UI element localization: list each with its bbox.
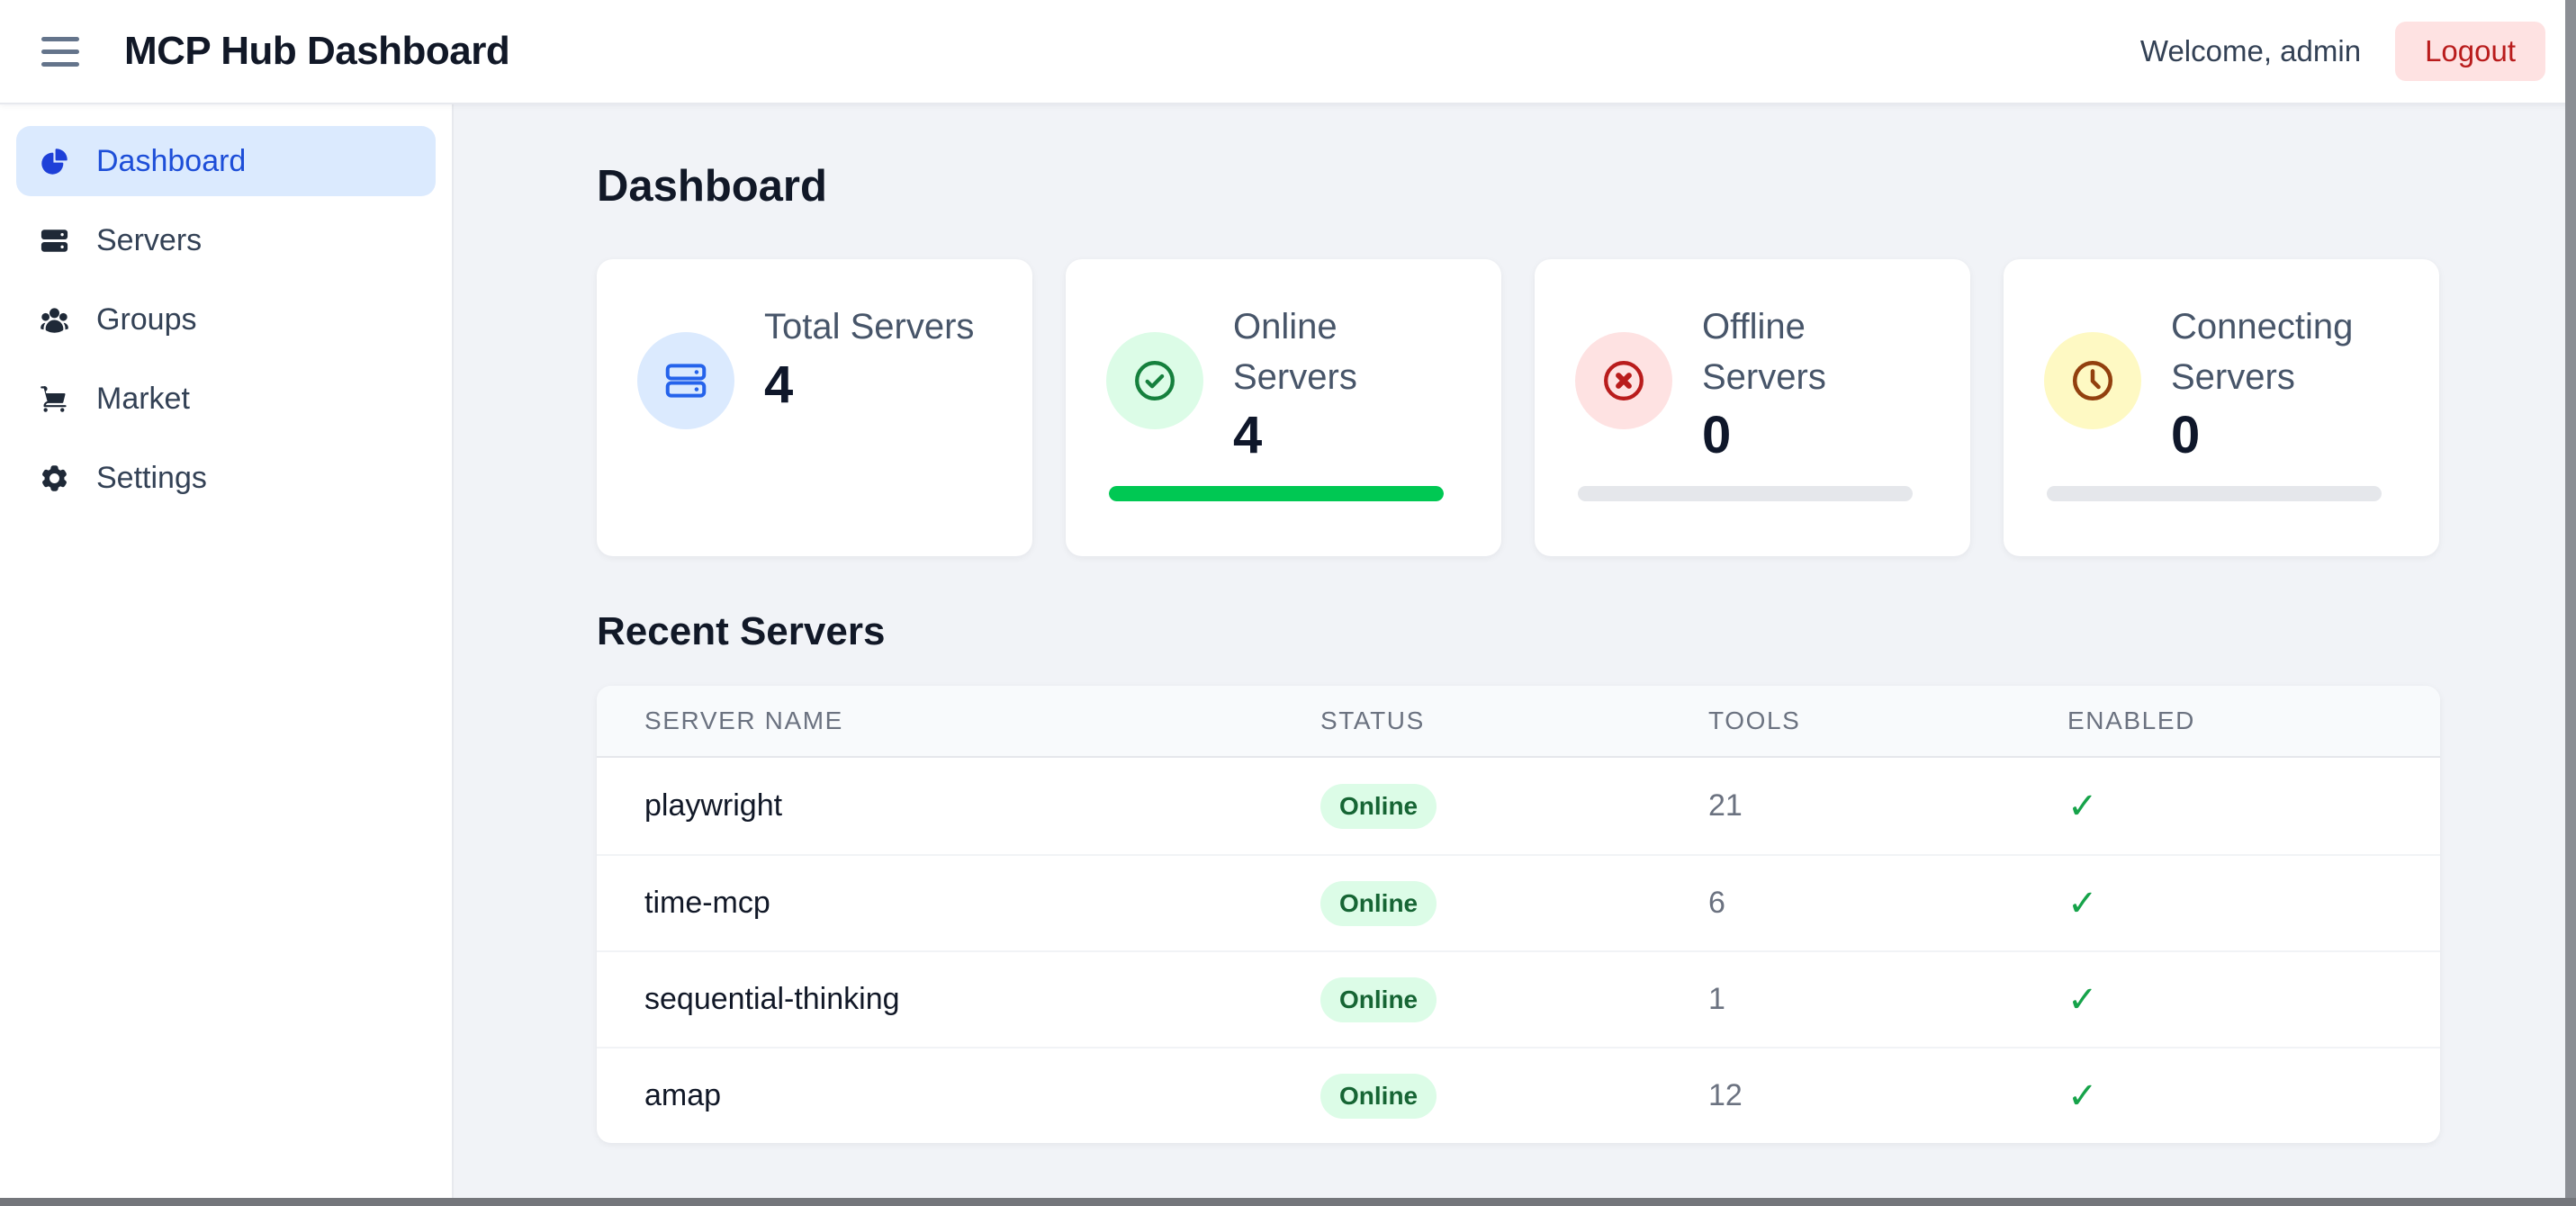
stat-icon-circle: [1106, 332, 1203, 429]
shopping-cart-icon: [41, 385, 67, 412]
server-stack-icon: [41, 229, 68, 252]
page-title: Dashboard: [597, 162, 827, 211]
column-header-status: STATUS: [1320, 706, 1425, 734]
stat-label: Online Servers: [1233, 307, 1357, 397]
table-row[interactable]: sequential-thinking Online 1 ✓: [597, 950, 2440, 1047]
enabled-check-icon: ✓: [2067, 786, 2098, 826]
tools-count: 6: [1708, 886, 1725, 920]
column-header-enabled: ENABLED: [2067, 706, 2195, 734]
stat-icon-circle: [2044, 332, 2141, 429]
table-row[interactable]: amap Online 12 ✓: [597, 1047, 2440, 1143]
enabled-check-icon: ✓: [2067, 979, 2098, 1020]
tools-count: 1: [1708, 982, 1725, 1016]
progress-bar: [1109, 486, 1444, 501]
stat-value: 4: [1233, 406, 1263, 464]
progress-bar: [2047, 486, 2382, 501]
status-badge: Online: [1320, 976, 1437, 1022]
topbar-right: Welcome, admin Logout: [2140, 22, 2545, 81]
app-title: MCP Hub Dashboard: [124, 29, 510, 73]
stat-icon-circle: [1575, 332, 1672, 429]
server-name: sequential-thinking: [644, 982, 900, 1016]
column-header-server-name: SERVER NAME: [644, 706, 843, 734]
window-bottom-edge: [0, 1198, 2576, 1206]
main-content: Dashboard Total Servers 4: [455, 104, 2565, 1198]
pie-chart-icon: [41, 148, 68, 175]
sidebar-item-settings[interactable]: Settings: [16, 443, 436, 513]
stat-value: 0: [2171, 406, 2201, 464]
stat-label: Connecting Servers: [2171, 307, 2354, 397]
stats-row: Total Servers 4 Online Servers 4: [597, 259, 2441, 556]
sidebar-item-label: Settings: [96, 460, 207, 495]
check-circle-icon: [1135, 361, 1175, 400]
status-badge: Online: [1320, 783, 1437, 829]
server-name: amap: [644, 1078, 722, 1112]
stat-card-connecting-servers: Connecting Servers 0: [2004, 259, 2439, 556]
sidebar-item-label: Market: [96, 381, 190, 416]
sidebar-item-label: Dashboard: [96, 143, 247, 178]
sidebar-item-servers[interactable]: Servers: [16, 205, 436, 275]
status-badge: Online: [1320, 880, 1437, 926]
stat-card-online-servers: Online Servers 4: [1066, 259, 1501, 556]
gear-icon: [42, 464, 67, 491]
sidebar: Dashboard Servers Groups Market Settings: [0, 104, 454, 1198]
sidebar-item-label: Groups: [96, 302, 197, 337]
status-badge: Online: [1320, 1073, 1437, 1119]
table-header: SERVER NAME STATUS TOOLS ENABLED: [597, 686, 2440, 758]
stat-label: Offline Servers: [1702, 307, 1826, 397]
stat-value: 4: [764, 356, 794, 414]
top-bar: MCP Hub Dashboard Welcome, admin Logout: [0, 0, 2576, 104]
x-circle-icon: [1604, 361, 1644, 400]
sidebar-item-market[interactable]: Market: [16, 364, 436, 434]
server-name: time-mcp: [644, 886, 770, 920]
tools-count: 21: [1708, 788, 1743, 823]
sidebar-item-groups[interactable]: Groups: [16, 284, 436, 355]
logout-button[interactable]: Logout: [2395, 22, 2545, 81]
sidebar-item-dashboard[interactable]: Dashboard: [16, 126, 436, 196]
sidebar-item-label: Servers: [96, 222, 203, 257]
clock-icon: [2072, 360, 2113, 401]
stat-value: 0: [1702, 406, 1732, 464]
stat-card-total-servers: Total Servers 4: [597, 259, 1032, 556]
enabled-check-icon: ✓: [2067, 1076, 2098, 1116]
stat-icon-circle: [637, 332, 734, 429]
table-row[interactable]: time-mcp Online 6 ✓: [597, 854, 2440, 950]
progress-bar: [1578, 486, 1913, 501]
server-name: playwright: [644, 788, 783, 823]
menu-icon[interactable]: [41, 36, 79, 67]
welcome-text: Welcome, admin: [2139, 34, 2362, 68]
table-row[interactable]: playwright Online 21 ✓: [597, 758, 2440, 854]
server-stack-icon: [665, 364, 707, 398]
enabled-check-icon: ✓: [2067, 883, 2098, 923]
column-header-tools: TOOLS: [1708, 706, 1801, 734]
section-title: Recent Servers: [597, 609, 886, 653]
stat-label: Total Servers: [764, 307, 975, 346]
stat-card-offline-servers: Offline Servers 0: [1535, 259, 1970, 556]
tools-count: 12: [1708, 1078, 1743, 1112]
vertical-scrollbar[interactable]: [2565, 0, 2576, 1206]
recent-servers-table: SERVER NAME STATUS TOOLS ENABLED playwri…: [597, 686, 2440, 1143]
user-group-icon: [41, 307, 68, 333]
